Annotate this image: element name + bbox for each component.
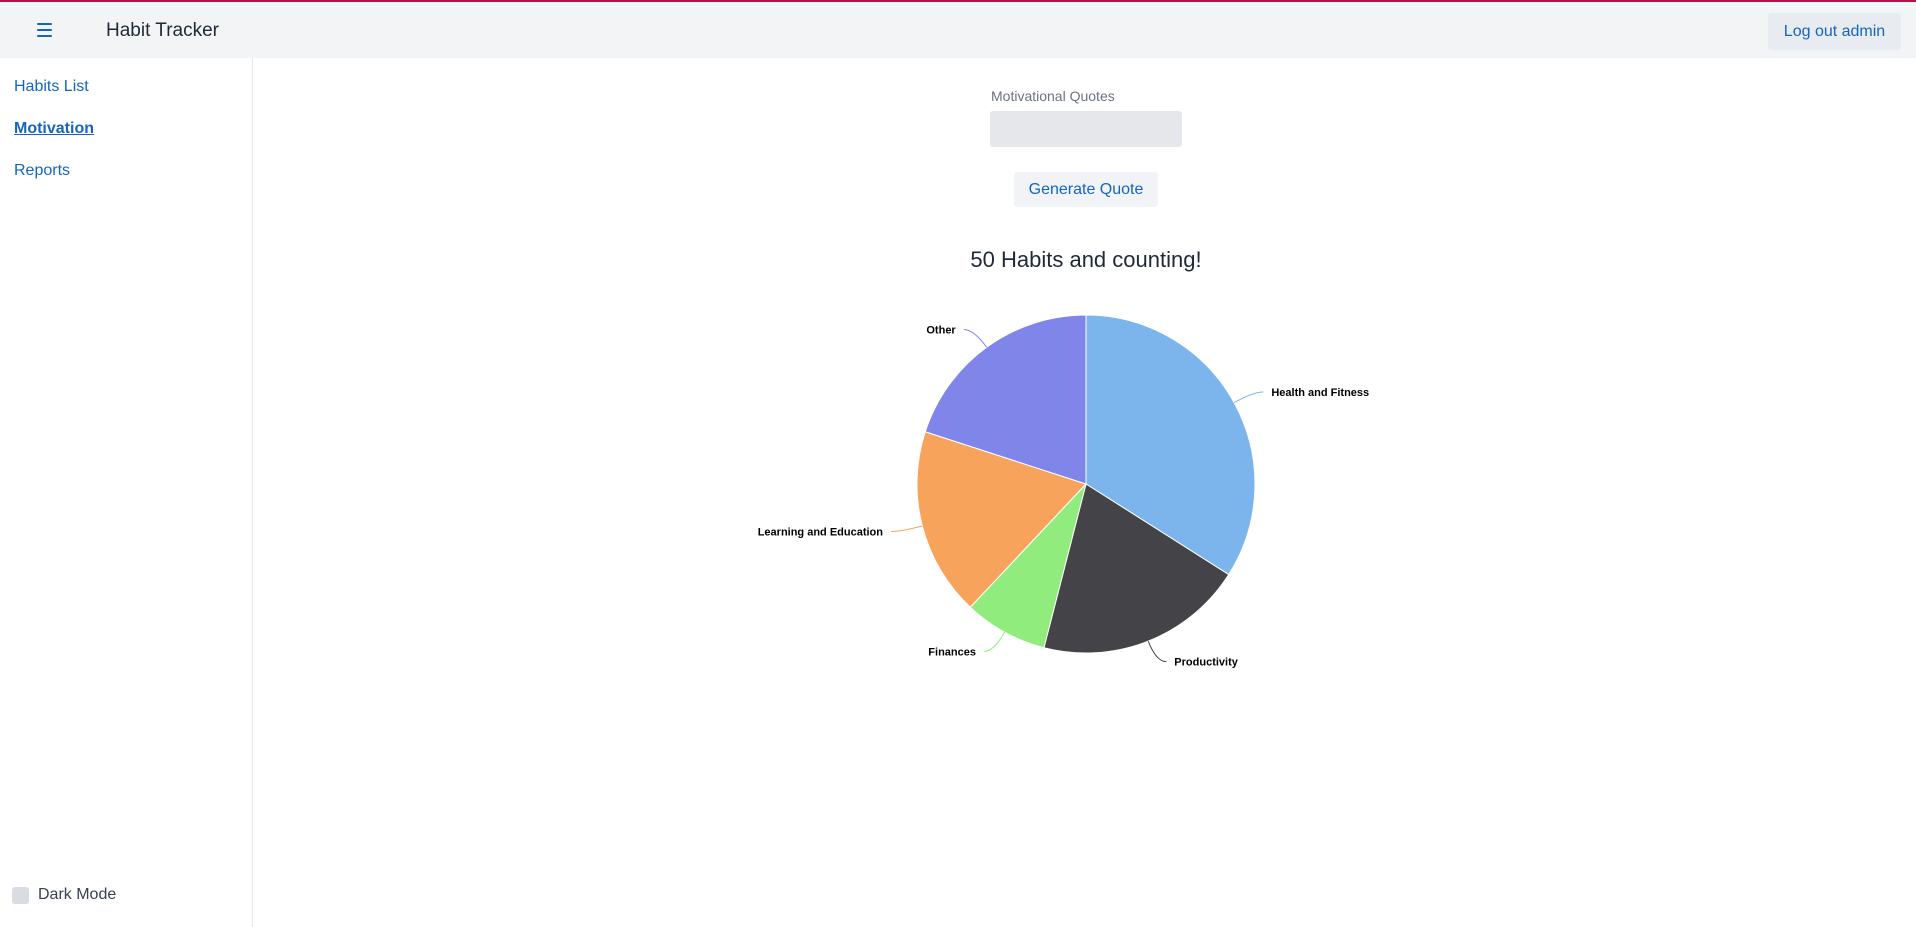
pie-label-other: Other	[926, 324, 956, 336]
top-accent-line	[0, 0, 1916, 2]
pie-connector-3	[891, 525, 923, 532]
pie-connector-2	[983, 631, 1006, 652]
pie-label-finances: Finances	[928, 646, 976, 658]
chart-title: 50 Habits and counting!	[970, 247, 1202, 272]
generate-quote-button[interactable]: Generate Quote	[1014, 172, 1158, 207]
quotes-input[interactable]	[990, 111, 1182, 147]
quotes-label: Motivational Quotes	[991, 88, 1115, 104]
dark-mode-toggle[interactable]: Dark Mode	[12, 886, 116, 904]
pie-label-productivity: Productivity	[1174, 657, 1238, 669]
main-content: Motivational Quotes Generate Quote 50 Ha…	[254, 58, 1916, 927]
sidebar-item-reports[interactable]: Reports	[14, 162, 71, 179]
pie-label-learning-and-education: Learning and Education	[758, 526, 884, 538]
sidebar-item-habits-list[interactable]: Habits List	[14, 78, 89, 95]
pie-connector-4	[963, 328, 988, 348]
dark-mode-label: Dark Mode	[38, 886, 117, 903]
top-bar: Habit Tracker Log out admin	[0, 2, 1916, 58]
pie-connector-0	[1233, 391, 1264, 404]
sidebar: Habits List Motivation Reports Dark Mode	[0, 58, 253, 927]
pie-label-health-and-fitness: Health and Fitness	[1271, 387, 1369, 399]
app-title: Habit Tracker	[106, 20, 219, 41]
sidebar-item-motivation[interactable]: Motivation	[14, 120, 94, 137]
dark-mode-checkbox[interactable]	[12, 886, 29, 904]
hamburger-menu-icon[interactable]	[28, 16, 60, 44]
logout-button[interactable]: Log out admin	[1768, 13, 1901, 50]
pie-connector-1	[1147, 640, 1167, 663]
